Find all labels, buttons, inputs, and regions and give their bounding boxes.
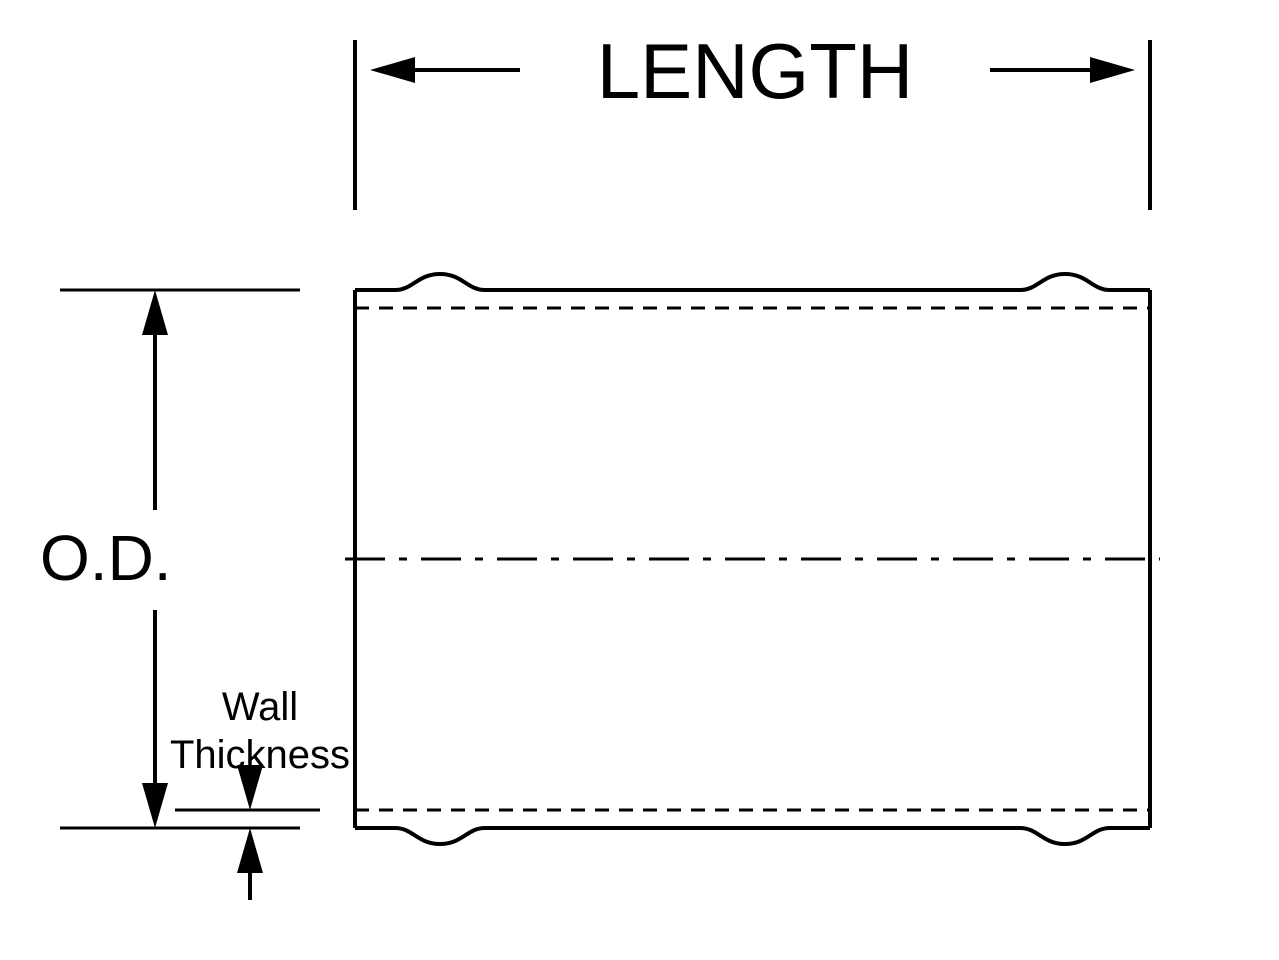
length-label: LENGTH — [597, 27, 913, 115]
tube-dimension-diagram: LENGTH O.D. WallThickness — [0, 0, 1279, 960]
wall-thickness-label-line2: Thickness — [170, 733, 350, 777]
wall-thickness-label-line1: Wall — [222, 685, 298, 729]
od-label: O.D. — [40, 522, 172, 594]
